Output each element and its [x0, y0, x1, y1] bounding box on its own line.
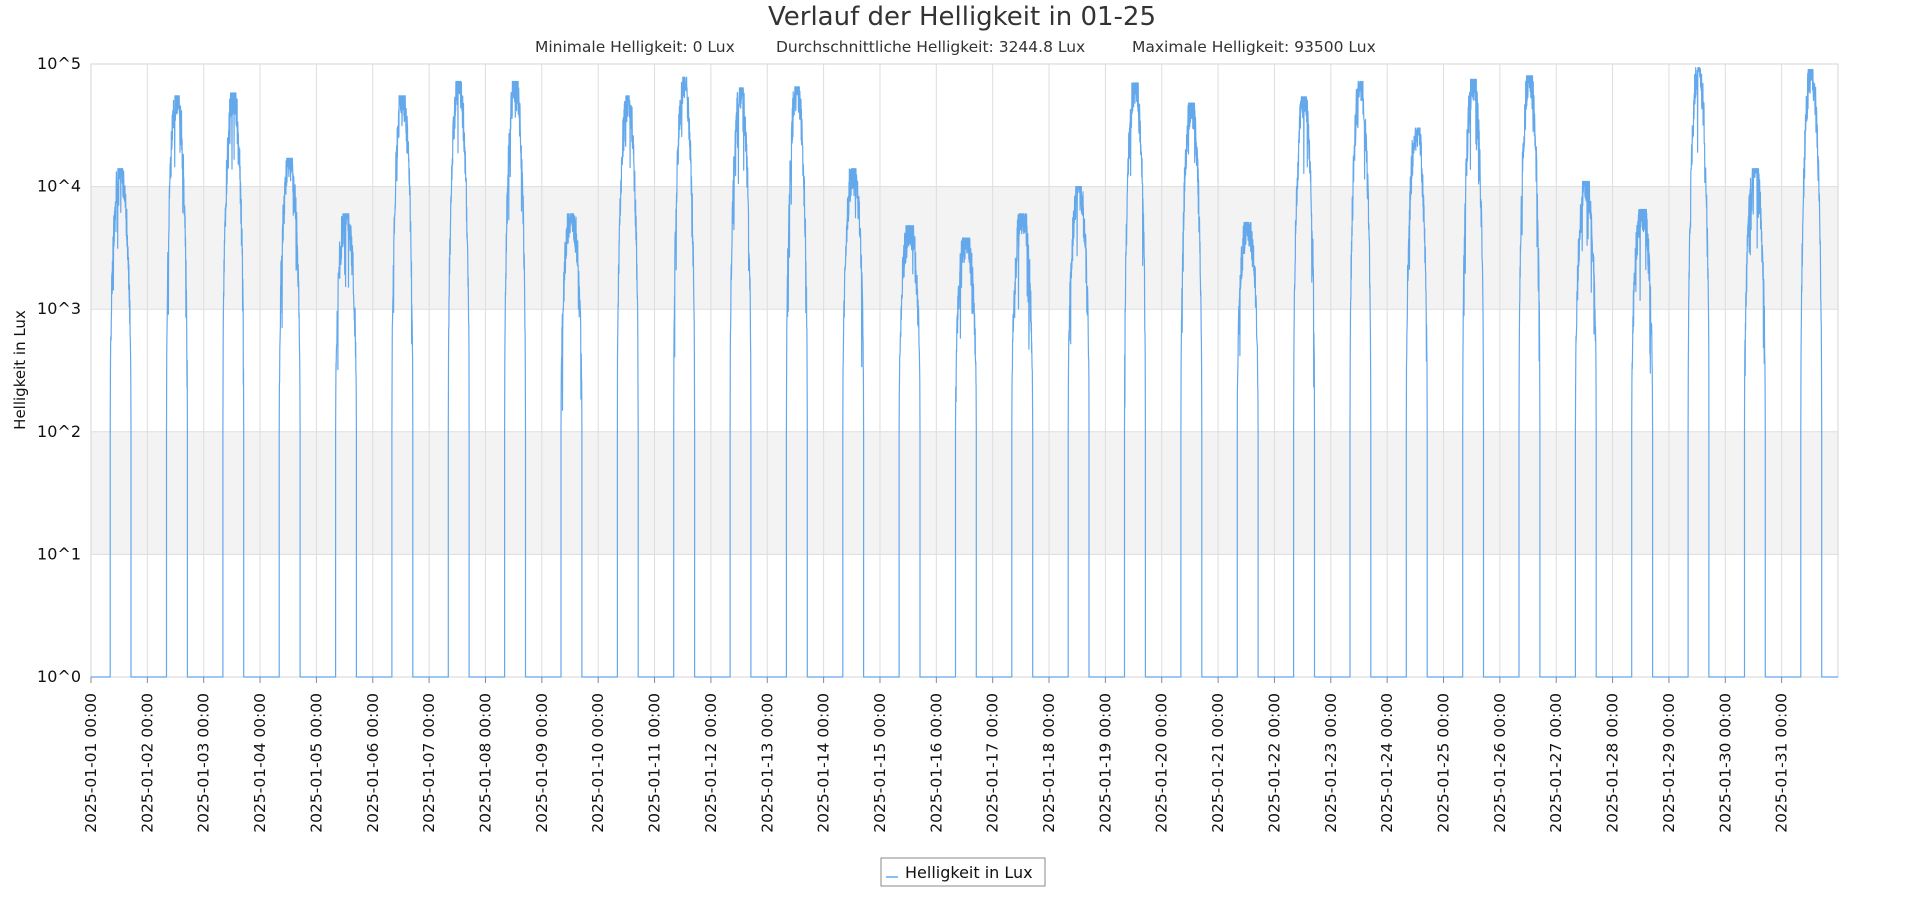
x-tick-label: 2025-01-28 00:00	[1604, 693, 1622, 833]
x-tick-label: 2025-01-10 00:00	[589, 693, 607, 833]
x-tick-label: 2025-01-16 00:00	[927, 693, 945, 833]
subtitle-avg: Durchschnittliche Helligkeit: 3244.8 Lux	[776, 38, 1085, 56]
x-tick-label: 2025-01-11 00:00	[646, 693, 664, 833]
x-tick-label: 2025-01-21 00:00	[1209, 693, 1227, 833]
legend-box	[880, 857, 1046, 887]
x-tick-label: 2025-01-24 00:00	[1378, 693, 1396, 833]
y-tick-label: 10^1	[37, 544, 81, 563]
x-tick-label: 2025-01-27 00:00	[1547, 693, 1565, 833]
x-tick-label: 2025-01-20 00:00	[1153, 693, 1171, 833]
x-tick-label: 2025-01-18 00:00	[1040, 693, 1058, 833]
x-tick-label: 2025-01-01 00:00	[82, 693, 100, 833]
x-tick-label: 2025-01-14 00:00	[815, 693, 833, 833]
x-tick-label: 2025-01-09 00:00	[533, 693, 551, 833]
y-tick-label: 10^0	[37, 667, 81, 686]
y-tick-label: 10^2	[37, 422, 81, 441]
plot-band	[91, 554, 1838, 677]
x-tick-label: 2025-01-31 00:00	[1773, 693, 1791, 833]
x-tick-label: 2025-01-04 00:00	[251, 693, 269, 833]
series-layer	[91, 67, 1838, 678]
x-tick-label: 2025-01-17 00:00	[984, 693, 1002, 833]
y-axis-label: Helligkeit in Lux	[11, 310, 29, 430]
y-tick-label: 10^4	[37, 177, 81, 196]
plot-frame	[90, 63, 1839, 678]
x-tick-label: 2025-01-23 00:00	[1322, 693, 1340, 833]
subtitle-min: Minimale Helligkeit: 0 Lux	[535, 38, 735, 56]
x-axis-ticks: 2025-01-01 00:00 2025-01-02 00:00 2025-01-…	[82, 677, 1791, 833]
x-tick-label: 2025-01-06 00:00	[364, 693, 382, 833]
legend-label: Helligkeit in Lux	[905, 863, 1033, 882]
vertical-gridlines	[90, 64, 1783, 677]
x-tick-label: 2025-01-02 00:00	[138, 693, 156, 833]
x-tick-label: 2025-01-07 00:00	[420, 693, 438, 833]
y-axis-ticks: 10^0 10^1 10^2 10^3 10^4 10^5	[37, 54, 81, 686]
x-tick-label: 2025-01-05 00:00	[307, 693, 325, 833]
chart-title: Verlauf der Helligkeit in 01-25	[768, 2, 1156, 32]
x-tick-label: 2025-01-25 00:00	[1435, 693, 1453, 833]
x-tick-label: 2025-01-08 00:00	[476, 693, 494, 833]
x-tick-label: 2025-01-22 00:00	[1265, 693, 1283, 833]
x-tick-label: 2025-01-13 00:00	[758, 693, 776, 833]
x-tick-label: 2025-01-12 00:00	[702, 693, 720, 833]
plot-band	[91, 309, 1838, 432]
subtitle-max: Maximale Helligkeit: 93500 Lux	[1132, 38, 1376, 56]
y-tick-label: 10^5	[37, 54, 81, 73]
y-tick-label: 10^3	[37, 299, 81, 318]
x-tick-label: 2025-01-29 00:00	[1660, 693, 1678, 833]
plot-band	[91, 64, 1838, 187]
plot-bands	[91, 64, 1838, 677]
x-tick-label: 2025-01-26 00:00	[1491, 693, 1509, 833]
x-tick-label: 2025-01-03 00:00	[195, 693, 213, 833]
x-tick-label: 2025-01-19 00:00	[1096, 693, 1114, 833]
series-line	[91, 67, 1838, 678]
legend[interactable]: Helligkeit in Lux	[880, 857, 1046, 887]
x-tick-label: 2025-01-15 00:00	[871, 693, 889, 833]
x-tick-label: 2025-01-30 00:00	[1716, 693, 1734, 833]
plot-band	[91, 431, 1838, 555]
